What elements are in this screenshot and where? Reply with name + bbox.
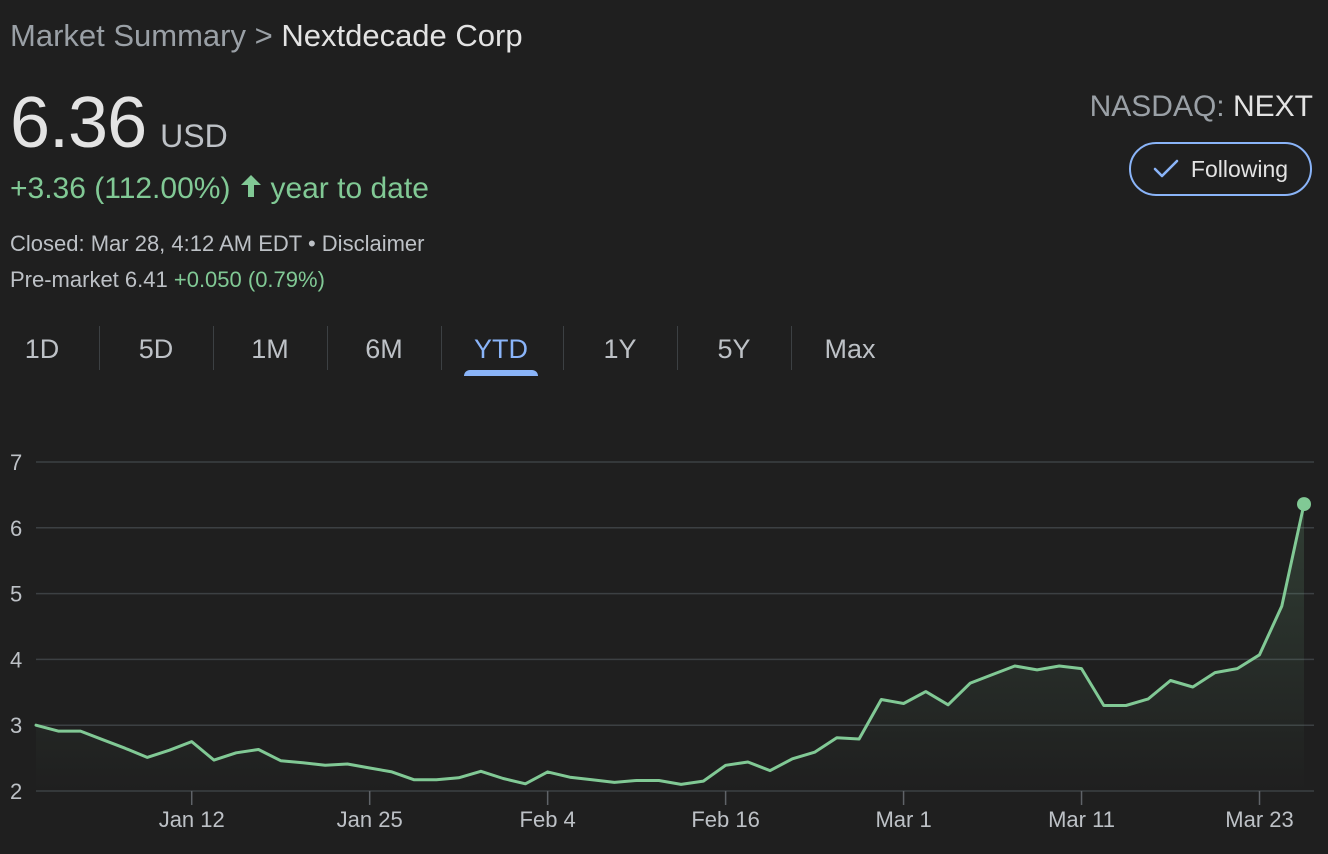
tab-5d[interactable]: 5D bbox=[121, 326, 191, 372]
price-chart[interactable]: 2 3 4 5 6 7 Jan 12 Jan 25 Feb 4 Feb 16 Mar 1 Mar 1… bbox=[0, 400, 1328, 854]
time-range-tabs: 1D 5D 1M 6M YTD 1Y 5Y Max bbox=[0, 326, 900, 380]
tab-divider bbox=[441, 326, 442, 370]
y-tick-label: 5 bbox=[10, 582, 22, 607]
x-tick-label: Feb 16 bbox=[691, 807, 760, 832]
tab-1y[interactable]: 1Y bbox=[585, 326, 655, 372]
market-status: Closed: Mar 28, 4:12 AM EDT • Disclaimer bbox=[10, 231, 424, 257]
price-row: 6.36 USD bbox=[10, 82, 228, 164]
tab-divider bbox=[327, 326, 328, 370]
tab-divider bbox=[99, 326, 100, 370]
change-value: +3.36 (112.00%) bbox=[10, 172, 231, 205]
y-tick-label: 3 bbox=[10, 713, 22, 738]
y-tick-label: 4 bbox=[10, 647, 22, 672]
active-tab-indicator bbox=[464, 370, 538, 376]
x-tick-label: Mar 23 bbox=[1225, 807, 1293, 832]
following-label: Following bbox=[1190, 155, 1289, 182]
following-button[interactable]: Following bbox=[1129, 142, 1312, 196]
y-tick-label: 2 bbox=[10, 779, 22, 804]
tab-divider bbox=[677, 326, 678, 370]
tab-divider bbox=[791, 326, 792, 370]
breadcrumb-parent-link[interactable]: Market Summary bbox=[10, 18, 246, 53]
breadcrumb-separator: > bbox=[254, 18, 273, 53]
change-period: year to date bbox=[270, 172, 429, 205]
premarket-change: +0.050 (0.79%) bbox=[173, 267, 325, 292]
tab-label: 1D bbox=[24, 333, 60, 364]
x-tick-label: Mar 1 bbox=[875, 807, 931, 832]
x-tick-label: Jan 25 bbox=[337, 807, 403, 832]
bullet-separator: • bbox=[307, 231, 316, 256]
tab-5y[interactable]: 5Y bbox=[699, 326, 769, 372]
tab-label: Max bbox=[824, 333, 876, 364]
tab-1m[interactable]: 1M bbox=[235, 326, 305, 372]
tab-divider bbox=[213, 326, 214, 370]
tab-divider bbox=[563, 326, 564, 370]
disclaimer-link[interactable]: Disclaimer bbox=[321, 231, 425, 256]
currency-label: USD bbox=[160, 118, 228, 154]
latest-price-point bbox=[1297, 497, 1311, 512]
tab-label: 1M bbox=[251, 333, 289, 364]
premarket-info: Pre-market 6.41 +0.050 (0.79%) bbox=[10, 267, 325, 293]
closed-time: Closed: Mar 28, 4:12 AM EDT bbox=[10, 231, 302, 256]
tab-label: 1Y bbox=[603, 333, 637, 364]
price-area bbox=[36, 504, 1304, 791]
tab-ytd[interactable]: YTD bbox=[466, 326, 536, 372]
y-tick-label: 7 bbox=[10, 450, 22, 475]
tab-label: 6M bbox=[365, 333, 403, 364]
premarket-price: Pre-market 6.41 bbox=[10, 267, 168, 292]
x-tick-label: Feb 4 bbox=[520, 807, 576, 832]
x-tick-label: Mar 11 bbox=[1048, 807, 1115, 832]
arrow-up-icon bbox=[240, 172, 262, 206]
breadcrumb: Market Summary > Nextdecade Corp bbox=[10, 18, 523, 54]
exchange-name: NASDAQ: bbox=[1089, 90, 1225, 123]
stock-price: 6.36 bbox=[10, 83, 147, 163]
check-icon bbox=[1153, 159, 1179, 179]
tab-1d[interactable]: 1D bbox=[7, 326, 77, 372]
tab-max[interactable]: Max bbox=[815, 326, 885, 372]
price-line bbox=[34, 502, 1306, 786]
price-change: +3.36 (112.00%) year to date bbox=[10, 172, 429, 206]
tab-6m[interactable]: 6M bbox=[349, 326, 419, 372]
ticker-symbol: NEXT bbox=[1232, 90, 1313, 123]
x-tick-label: Jan 12 bbox=[159, 807, 225, 832]
y-tick-label: 6 bbox=[10, 516, 22, 541]
breadcrumb-current: Nextdecade Corp bbox=[281, 18, 523, 53]
tab-label: 5D bbox=[138, 333, 174, 364]
tab-label: 5Y bbox=[717, 333, 751, 364]
tab-label: YTD bbox=[474, 333, 528, 364]
exchange-ticker: NASDAQ: NEXT bbox=[1090, 90, 1313, 124]
